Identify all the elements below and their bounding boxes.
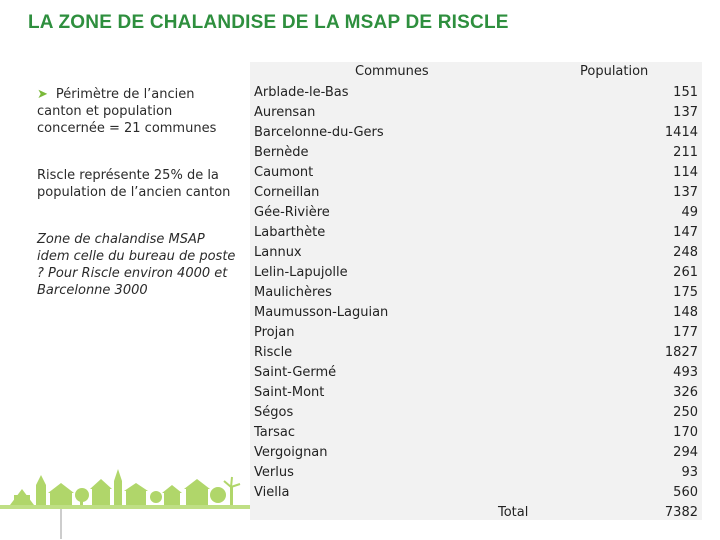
population-value: 248 [673,245,698,260]
table-row: Lannux 248 [254,243,698,263]
commune-name: Labarthète [254,225,326,240]
table-row: Saint-Germé 493 [254,363,698,383]
population-value: 148 [673,305,698,320]
population-value: 211 [673,145,698,160]
commune-name: Viella [254,485,290,500]
table-row: Riscle 1827 [254,343,698,363]
table-row: Bernède 211 [254,143,698,163]
population-value: 1414 [664,125,698,140]
population-value: 137 [673,185,698,200]
commune-name: Bernède [254,145,309,160]
commune-name: Saint-Germé [254,365,337,380]
population-value: 177 [673,325,698,340]
population-value: 261 [673,265,698,280]
table-row: Labarthète 147 [254,223,698,243]
population-value: 49 [681,205,698,220]
total-label: Total [498,505,529,520]
table-row: Maumusson-Laguian 148 [254,303,698,323]
population-value: 175 [673,285,698,300]
commune-name: Tarsac [254,425,295,440]
population-value: 294 [673,445,698,460]
table-row: Arblade-le-Bas 151 [254,83,698,103]
note-riscle-share: Riscle représente 25% de la population d… [37,168,231,200]
population-value: 151 [673,85,698,100]
population-value: 1827 [664,345,698,360]
header-communes: Communes [355,64,429,79]
commune-name: Vergoignan [254,445,328,460]
commune-name: Lelin-Lapujolle [254,265,348,280]
table-row: Aurensan 137 [254,103,698,123]
table-row: Caumont 114 [254,163,698,183]
table-row: Verlus 93 [254,463,698,483]
total-value: 7382 [664,505,698,520]
total-row: Total 7382 [254,503,698,523]
table-row: Saint-Mont 326 [254,383,698,403]
population-value: 250 [673,405,698,420]
population-value: 560 [673,485,698,500]
table-row: Viella 560 [254,483,698,503]
table-row: Gée-Rivière 49 [254,203,698,223]
population-value: 493 [673,365,698,380]
table-row: Ségos 250 [254,403,698,423]
commune-name: Caumont [254,165,314,180]
note-catchment-zone: Zone de chalandise MSAP idem celle du bu… [37,232,236,298]
note-perimeter: ➤ Périmètre de l’ancien canton et populat… [37,86,237,137]
header-population: Population [580,64,649,79]
commune-name: Lannux [254,245,302,260]
green-village-illustration [0,469,252,539]
commune-name: Aurensan [254,105,316,120]
commune-name: Maulichères [254,285,332,300]
notes-panel: ➤ Périmètre de l’ancien canton et populat… [37,86,237,329]
table-row: Lelin-Lapujolle 261 [254,263,698,283]
table-row: Corneillan 137 [254,183,698,203]
population-value: 326 [673,385,698,400]
commune-name: Verlus [254,465,294,480]
table-row: Projan 177 [254,323,698,343]
communes-population-table: Communes Population Arblade-le-Bas 151 Au… [250,62,702,520]
commune-name: Corneillan [254,185,320,200]
commune-name: Arblade-le-Bas [254,85,349,100]
population-value: 93 [681,465,698,480]
table-row: Vergoignan 294 [254,443,698,463]
commune-name: Gée-Rivière [254,205,330,220]
commune-name: Projan [254,325,295,340]
commune-name: Maumusson-Laguian [254,305,389,320]
table-row: Maulichères 175 [254,283,698,303]
table-row: Barcelonne-du-Gers 1414 [254,123,698,143]
commune-name: Ségos [254,405,294,420]
population-value: 170 [673,425,698,440]
arrow-bullet-icon: ➤ [37,87,48,102]
population-value: 114 [673,165,698,180]
commune-name: Saint-Mont [254,385,325,400]
table-rows: Arblade-le-Bas 151 Aurensan 137 Barcelonne… [254,83,698,523]
population-value: 137 [673,105,698,120]
commune-name: Barcelonne-du-Gers [254,125,384,140]
page-title: LA ZONE DE CHALANDISE DE LA MSAP DE RISC… [28,12,509,33]
commune-name: Riscle [254,345,293,360]
population-value: 147 [673,225,698,240]
note-perimeter-text: Périmètre de l’ancien canton et populati… [37,87,217,136]
table-row: Tarsac 170 [254,423,698,443]
